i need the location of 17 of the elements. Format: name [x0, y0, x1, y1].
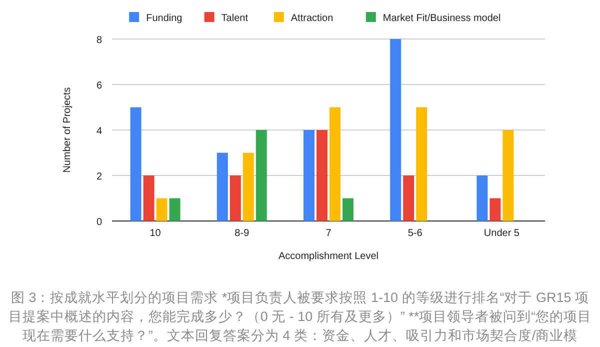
y-tick-label: 6 [96, 80, 102, 92]
x-tick-label: 7 [326, 228, 332, 239]
y-tick-label: 0 [96, 217, 102, 228]
y-tick-label: 4 [96, 126, 102, 137]
legend-label: Funding [146, 13, 182, 24]
caption: 图 3：按成就水平划分的项目需求 *项目负责人被要求按照 1-10 的等级进行排名“对于 GR15 项目提案中概述的内容，您能完成多少？（0 无 - 10 所有及更多）” **项目领导者被问到“您的项目现在需要什么支持？”。文本回复答案分为 4 类：资金、人才、吸引力和市场契合度/商业模 [8, 289, 592, 345]
x-tick-label: 8-9 [234, 228, 250, 239]
legend-label: Market Fit/Business model [382, 13, 501, 24]
legend-label: Talent [221, 13, 248, 24]
x-tick-label: 5-6 [408, 228, 423, 239]
y-tick-label: 8 [96, 35, 102, 46]
x-tick-label: 10 [150, 228, 162, 239]
x-axis-title: Accomplishment Level [278, 251, 379, 262]
x-tick-label: Under 5 [484, 228, 520, 239]
y-tick-label: 2 [96, 172, 102, 182]
y-axis-title: Number of Projects [62, 87, 73, 173]
legend-label: Attraction [290, 13, 334, 24]
